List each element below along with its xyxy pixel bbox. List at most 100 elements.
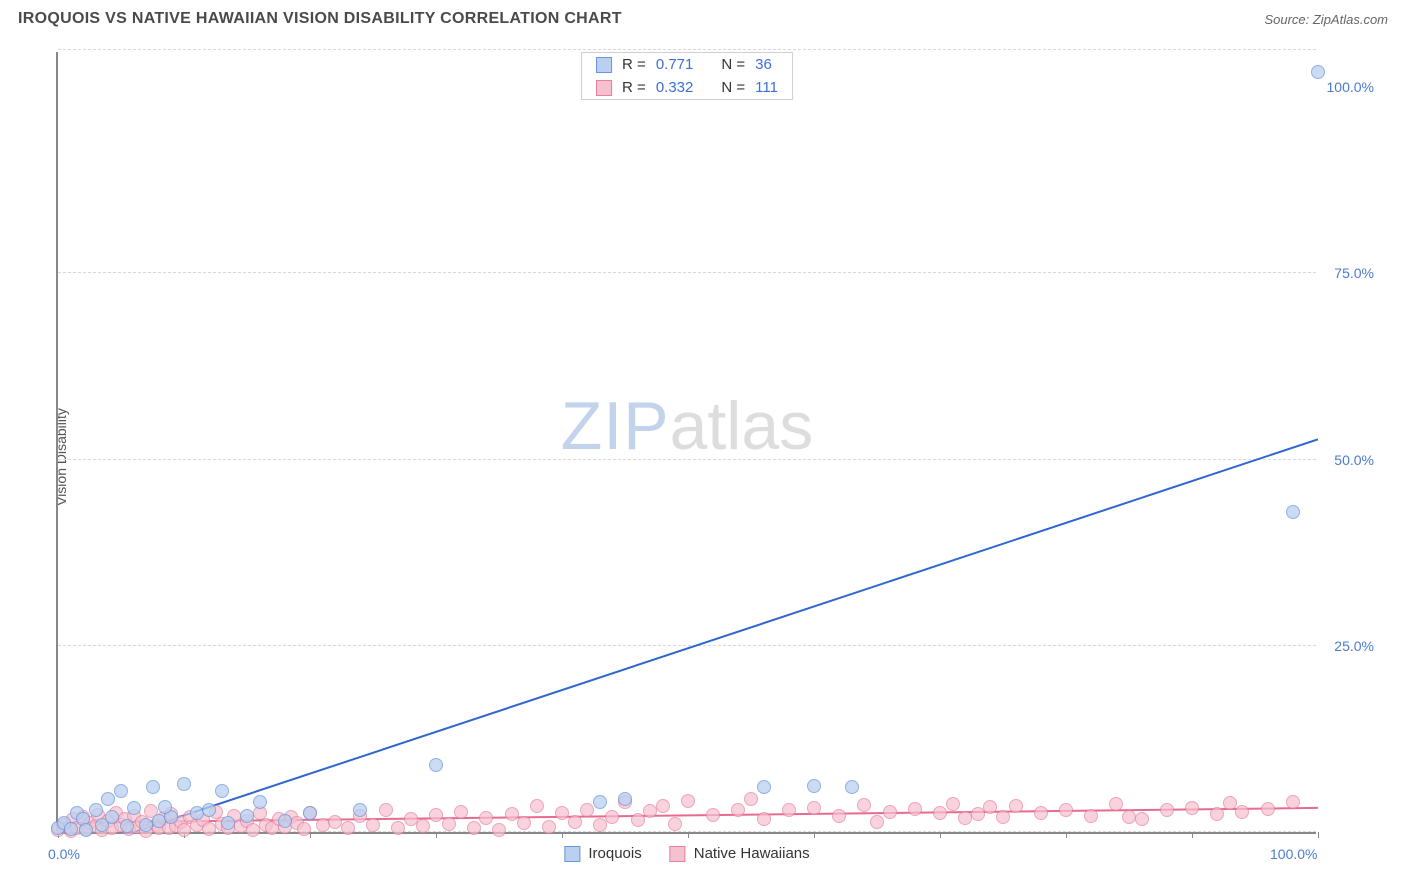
legend-label: Native Hawaiians	[694, 845, 810, 862]
data-point	[303, 806, 317, 820]
data-point	[89, 803, 103, 817]
data-point	[668, 817, 682, 831]
data-point	[454, 805, 468, 819]
data-point	[353, 803, 367, 817]
trend-line	[83, 439, 1318, 834]
data-point	[1109, 797, 1123, 811]
data-point	[605, 810, 619, 824]
data-point	[391, 821, 405, 835]
data-point	[1223, 796, 1237, 810]
data-point	[379, 803, 393, 817]
data-point	[215, 784, 229, 798]
legend-row-iroquois: R = 0.771 N = 36	[582, 53, 792, 76]
x-tick-mark	[814, 832, 815, 838]
x-tick-label: 100.0%	[1270, 846, 1317, 862]
legend-item-hawaiian: Native Hawaiians	[670, 845, 810, 862]
data-point	[744, 792, 758, 806]
data-point	[240, 809, 254, 823]
legend-label: Iroquois	[588, 845, 641, 862]
data-point	[555, 806, 569, 820]
data-point	[782, 803, 796, 817]
data-point	[467, 821, 481, 835]
data-point	[870, 815, 884, 829]
data-point	[366, 818, 380, 832]
swatch-iroquois	[596, 57, 612, 73]
data-point	[492, 823, 506, 837]
data-point	[177, 777, 191, 791]
watermark: ZIPatlas	[561, 387, 813, 465]
data-point	[631, 813, 645, 827]
data-point	[593, 818, 607, 832]
data-point	[530, 799, 544, 813]
x-tick-mark	[688, 832, 689, 838]
data-point	[1286, 505, 1300, 519]
chart-title: IROQUOIS VS NATIVE HAWAIIAN VISION DISAB…	[18, 10, 622, 28]
data-point	[757, 780, 771, 794]
y-tick-label: 100.0%	[1327, 79, 1374, 95]
data-point	[1210, 807, 1224, 821]
legend-item-iroquois: Iroquois	[564, 845, 641, 862]
data-point	[120, 819, 134, 833]
data-point	[580, 803, 594, 817]
x-tick-label: 0.0%	[48, 846, 80, 862]
data-point	[101, 792, 115, 806]
data-point	[1084, 809, 1098, 823]
gridline	[58, 645, 1316, 646]
data-point	[79, 823, 93, 837]
data-point	[593, 795, 607, 809]
data-point	[996, 810, 1010, 824]
data-point	[731, 803, 745, 817]
x-tick-mark	[940, 832, 941, 838]
data-point	[933, 806, 947, 820]
x-tick-mark	[310, 832, 311, 838]
data-point	[908, 802, 922, 816]
watermark-atlas: atlas	[670, 388, 814, 464]
x-tick-mark	[1192, 832, 1193, 838]
data-point	[807, 779, 821, 793]
data-point	[1286, 795, 1300, 809]
swatch-hawaiian	[596, 80, 612, 96]
gridline	[58, 459, 1316, 460]
data-point	[1059, 803, 1073, 817]
data-point	[1261, 802, 1275, 816]
legend-n-label: N =	[721, 79, 745, 96]
data-point	[1009, 799, 1023, 813]
x-tick-mark	[436, 832, 437, 838]
data-point	[517, 816, 531, 830]
data-point	[479, 811, 493, 825]
data-point	[656, 799, 670, 813]
data-point	[1160, 803, 1174, 817]
data-point	[946, 797, 960, 811]
swatch-iroquois	[564, 846, 580, 862]
y-tick-label: 75.0%	[1334, 265, 1374, 281]
y-tick-label: 25.0%	[1334, 638, 1374, 654]
data-point	[416, 819, 430, 833]
data-point	[1034, 806, 1048, 820]
data-point	[1135, 812, 1149, 826]
data-point	[253, 795, 267, 809]
data-point	[127, 801, 141, 815]
legend-n-value-0: 36	[755, 56, 772, 73]
data-point	[1122, 810, 1136, 824]
data-point	[618, 792, 632, 806]
data-point	[429, 808, 443, 822]
data-point	[278, 814, 292, 828]
data-point	[297, 822, 311, 836]
data-point	[983, 800, 997, 814]
x-tick-mark	[1318, 832, 1319, 838]
correlation-legend: R = 0.771 N = 36 R = 0.332 N = 111	[581, 52, 793, 100]
data-point	[1185, 801, 1199, 815]
data-point	[568, 815, 582, 829]
data-point	[114, 784, 128, 798]
data-point	[706, 808, 720, 822]
legend-r-label: R =	[622, 56, 646, 73]
data-point	[857, 798, 871, 812]
data-point	[341, 821, 355, 835]
data-point	[757, 812, 771, 826]
data-point	[105, 810, 119, 824]
data-point	[505, 807, 519, 821]
data-point	[542, 820, 556, 834]
legend-r-value-1: 0.332	[656, 79, 694, 96]
gridline	[58, 49, 1316, 50]
legend-n-label: N =	[721, 56, 745, 73]
